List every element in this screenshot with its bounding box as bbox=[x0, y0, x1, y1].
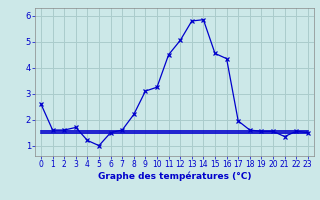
X-axis label: Graphe des températures (°C): Graphe des températures (°C) bbox=[98, 172, 251, 181]
